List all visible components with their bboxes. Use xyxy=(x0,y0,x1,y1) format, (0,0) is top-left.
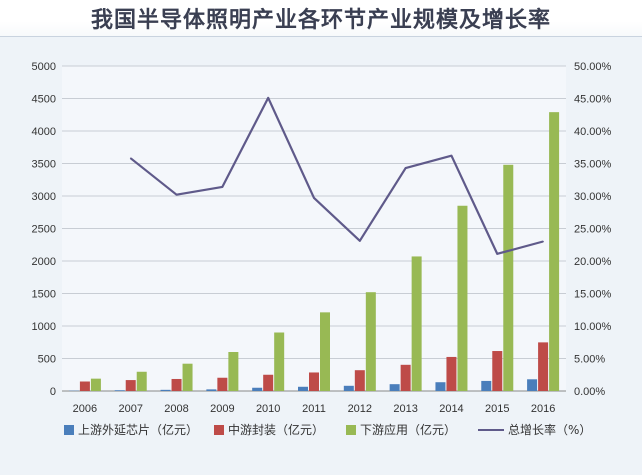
line-point xyxy=(450,154,453,157)
line-point xyxy=(542,240,544,243)
bar-upstream xyxy=(527,379,538,391)
bar-downstream xyxy=(182,363,193,391)
bar-upstream xyxy=(298,386,308,391)
bar-downstream xyxy=(90,378,101,391)
left-tick-label: 4500 xyxy=(32,94,56,106)
line-point xyxy=(267,97,269,99)
bar-midstream xyxy=(400,364,411,391)
chart-title: 我国半导体照明产业各环节产业规模及增长率 xyxy=(90,8,551,33)
right-tick-label: 45.00% xyxy=(574,94,612,106)
line-point xyxy=(359,240,361,242)
bar-downstream xyxy=(503,164,514,391)
bar-upstream xyxy=(389,384,400,391)
right-tick-label: 30.00% xyxy=(574,191,612,203)
x-tick-label: 2008 xyxy=(164,403,188,415)
left-tick-label: 2500 xyxy=(32,224,56,236)
bar-upstream xyxy=(343,385,354,391)
right-tick-label: 25.00% xyxy=(574,224,612,236)
bar-upstream xyxy=(481,380,492,391)
x-tick-label: 2016 xyxy=(531,403,555,415)
bar-upstream xyxy=(206,389,217,391)
legend-growth-label: 总增长率（%） xyxy=(508,422,591,437)
left-tick-label: 0 xyxy=(50,386,56,398)
bar-downstream xyxy=(549,112,560,392)
bar-downstream xyxy=(457,205,468,391)
legend-midstream-label: 中游封装（亿元） xyxy=(228,422,324,437)
line-point xyxy=(129,157,132,160)
x-tick-label: 2010 xyxy=(256,403,280,415)
bar-upstream xyxy=(252,387,263,391)
left-tick-label: 2000 xyxy=(32,256,56,268)
x-tick-label: 2013 xyxy=(393,403,417,415)
bar-midstream xyxy=(446,356,457,391)
bar-downstream xyxy=(365,292,376,391)
x-tick-label: 2007 xyxy=(118,403,142,415)
right-tick-label: 40.00% xyxy=(574,126,612,138)
right-tick-label: 5.00% xyxy=(574,354,605,366)
right-tick-label: 0.00% xyxy=(574,386,605,398)
line-point xyxy=(175,193,178,196)
x-tick-label: 2006 xyxy=(73,403,97,415)
right-tick-label: 50.00% xyxy=(574,61,612,73)
legend-midstream-swatch xyxy=(214,425,224,435)
title-bar: 我国半导体照明产业各环节产业规模及增长率 xyxy=(0,0,642,37)
legend-upstream-label: 上游外延芯片（亿元） xyxy=(78,422,198,437)
x-tick-label: 2015 xyxy=(485,403,509,415)
legend-upstream-swatch xyxy=(64,425,74,435)
line-growth-rate xyxy=(130,96,544,255)
bar-downstream xyxy=(274,332,285,391)
left-tick-label: 3500 xyxy=(32,159,56,171)
right-tick-label: 10.00% xyxy=(574,321,612,333)
x-tick-label: 2009 xyxy=(210,403,234,415)
bar-downstream xyxy=(228,352,239,391)
bar-midstream xyxy=(217,377,228,391)
bar-midstream xyxy=(263,374,274,391)
bar-midstream xyxy=(538,342,549,391)
left-tick-label: 500 xyxy=(38,354,56,366)
bar-downstream xyxy=(411,256,422,391)
bar-downstream xyxy=(320,312,330,391)
line-point xyxy=(313,197,315,199)
left-tick-label: 1000 xyxy=(32,321,56,333)
line-point xyxy=(404,167,407,169)
bar-upstream xyxy=(114,390,125,391)
right-tick-label: 15.00% xyxy=(574,289,612,301)
bar-midstream xyxy=(171,378,182,391)
left-tick-label: 4000 xyxy=(32,126,56,138)
left-tick-label: 5000 xyxy=(32,61,56,73)
bar-upstream xyxy=(160,389,171,391)
x-tick-label: 2012 xyxy=(348,403,372,415)
bar-midstream xyxy=(125,380,136,391)
line-point xyxy=(221,186,224,188)
bar-midstream xyxy=(354,370,365,391)
right-tick-label: 20.00% xyxy=(574,256,612,268)
bar-downstream xyxy=(136,371,147,391)
legend-downstream-label: 下游应用（亿元） xyxy=(360,422,456,437)
bar-upstream xyxy=(435,382,446,391)
legend-downstream-swatch xyxy=(346,425,356,435)
right-tick-label: 35.00% xyxy=(574,159,612,171)
left-tick-label: 3000 xyxy=(32,191,56,203)
bar-midstream xyxy=(309,372,319,391)
x-tick-label: 2011 xyxy=(302,403,326,415)
x-tick-label: 2014 xyxy=(439,403,463,415)
line-point xyxy=(496,253,499,255)
bar-midstream xyxy=(79,381,90,391)
bar-midstream xyxy=(492,351,503,391)
left-tick-label: 1500 xyxy=(32,289,56,301)
